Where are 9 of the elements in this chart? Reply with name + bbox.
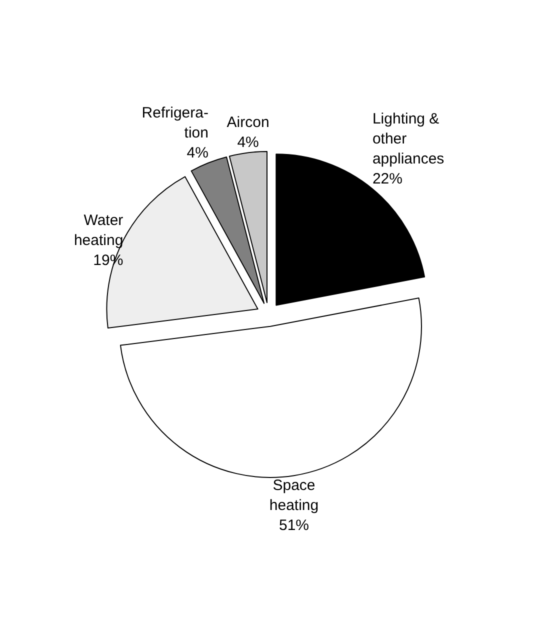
slice-label: Space heating: [269, 477, 319, 514]
slice-label: Water heating: [74, 212, 124, 249]
data-label: 4%: [237, 134, 259, 152]
data-label: 51%: [278, 517, 310, 534]
slice-label: Aircon: [226, 114, 270, 132]
slice-label: Lighting & other appliances: [372, 110, 444, 168]
slice-label: Refrigera- tion: [142, 104, 208, 142]
data-label: 4%: [186, 144, 208, 162]
data-label: 22%: [372, 170, 402, 188]
